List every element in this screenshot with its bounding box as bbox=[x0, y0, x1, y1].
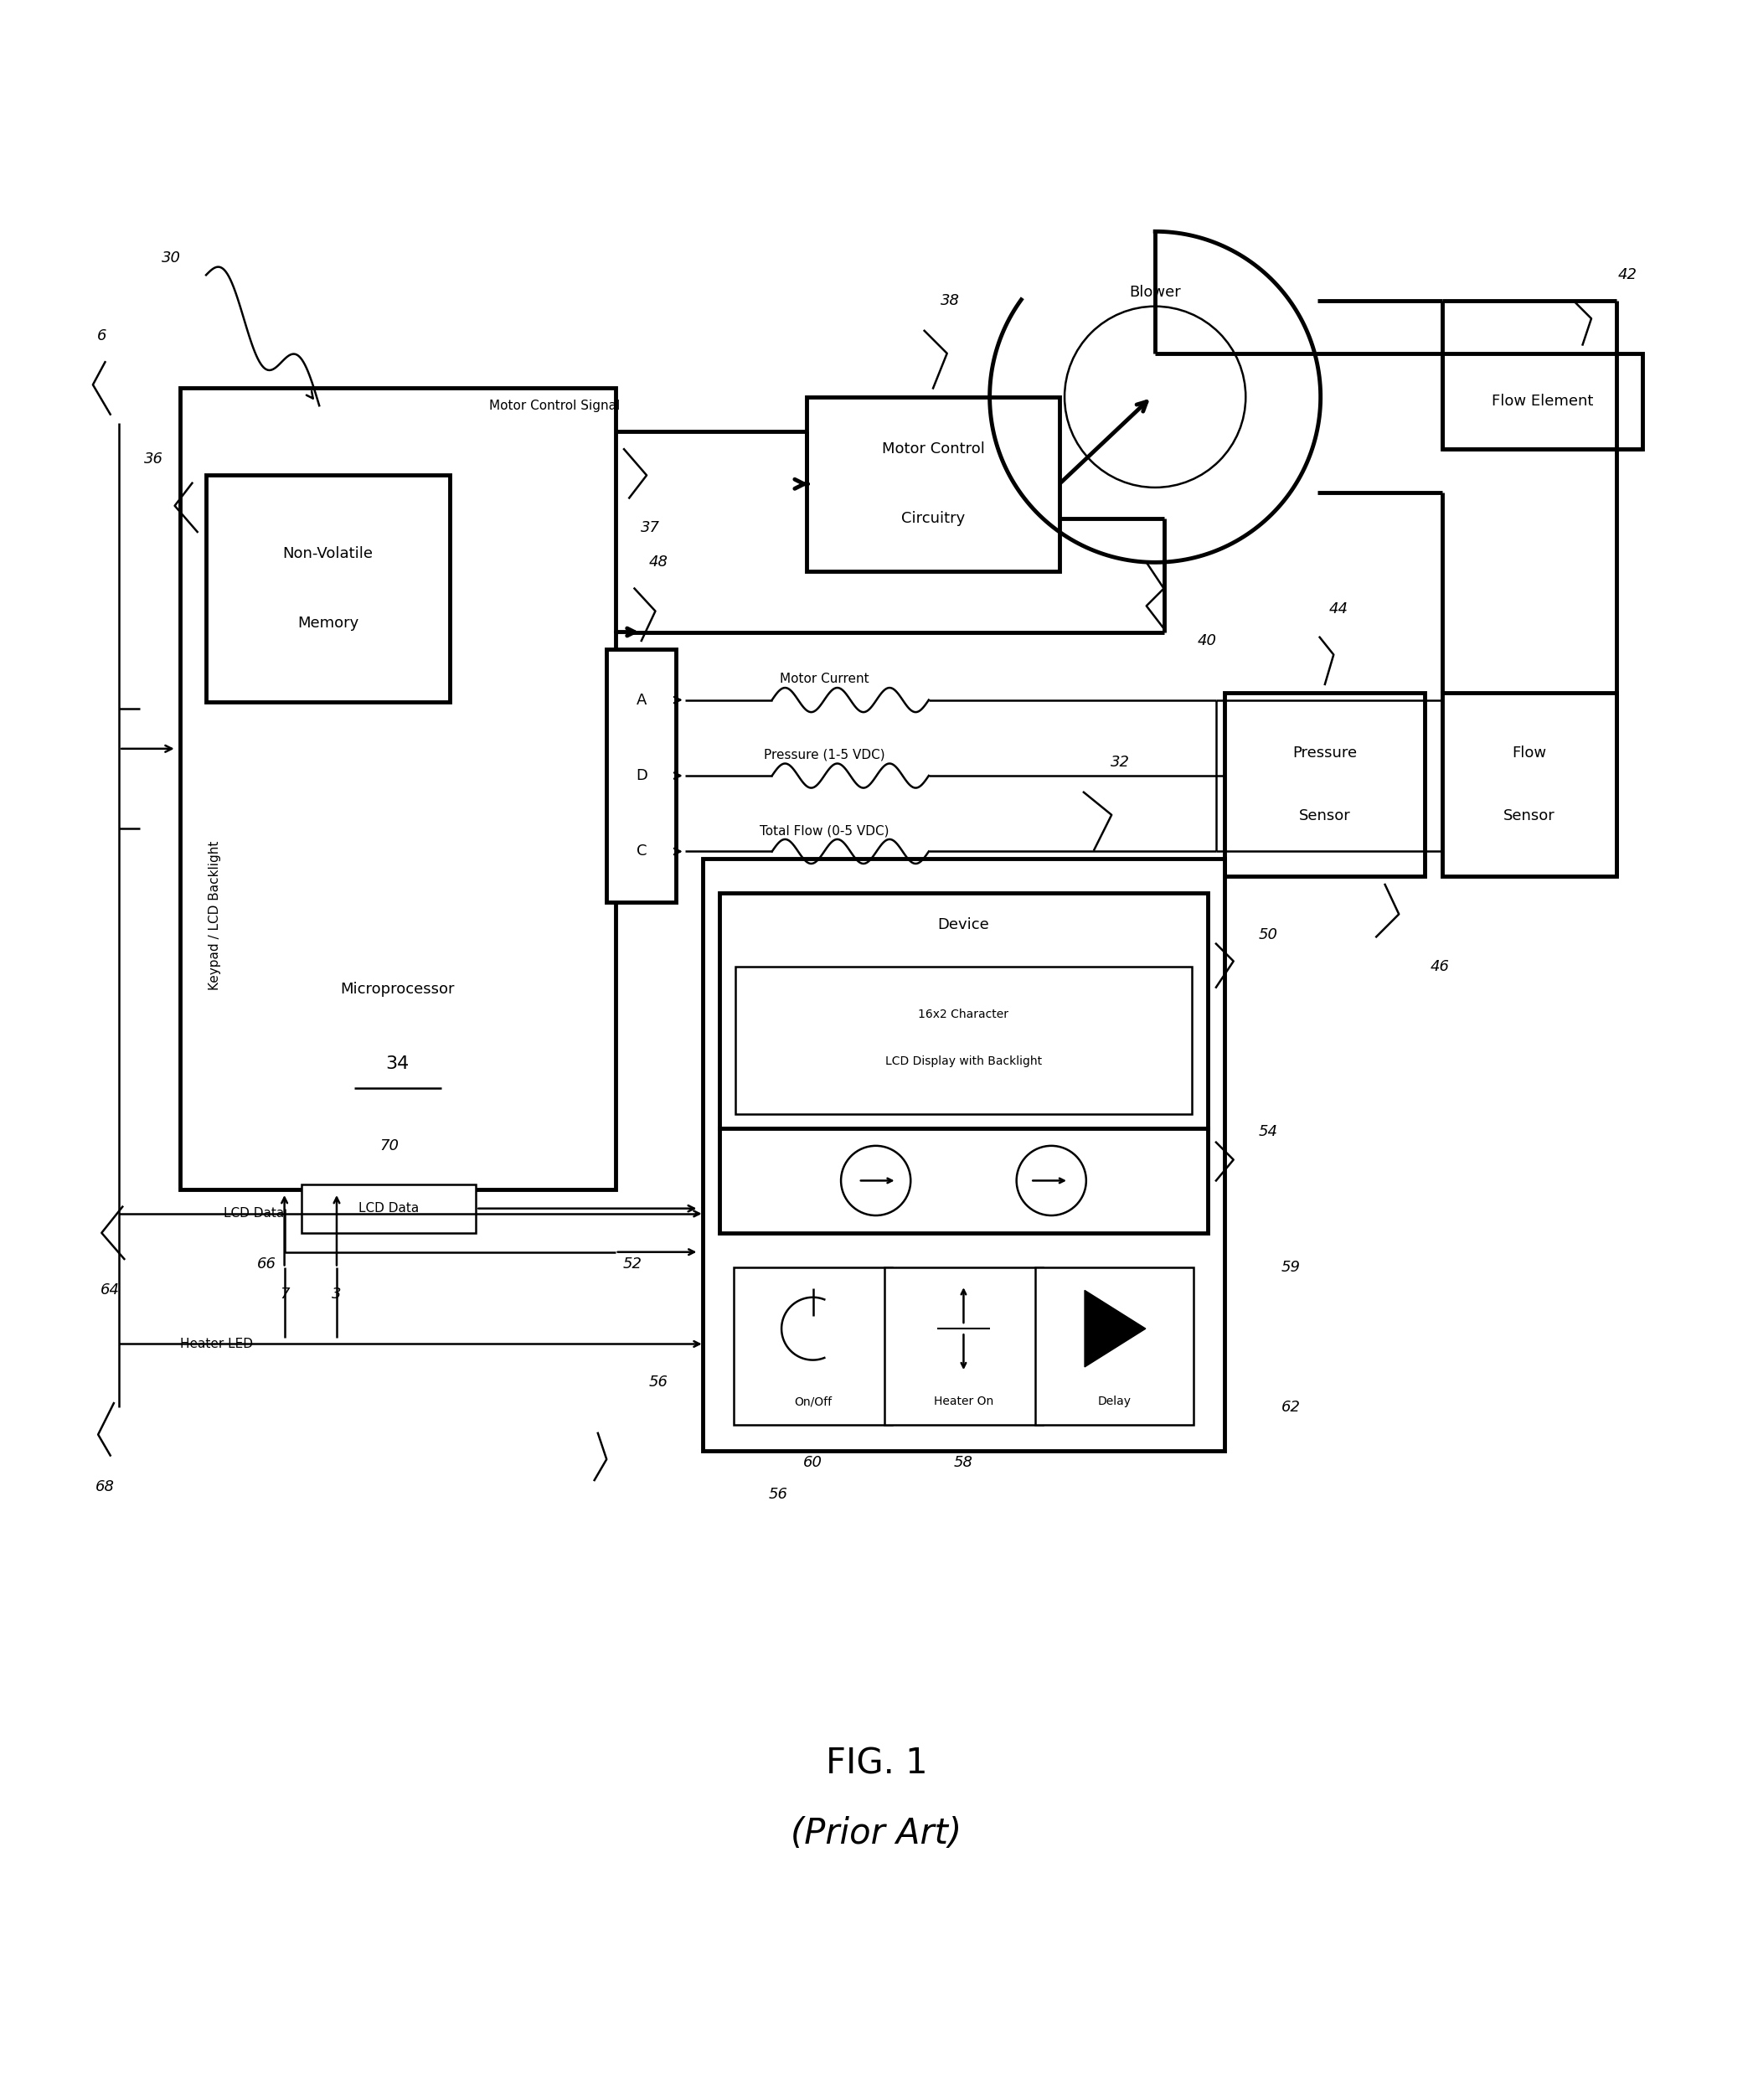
Text: Sensor: Sensor bbox=[1299, 809, 1352, 823]
Text: 59: 59 bbox=[1281, 1260, 1301, 1275]
Text: Flow Element: Flow Element bbox=[1492, 393, 1593, 410]
Text: Keypad / LCD Backlight: Keypad / LCD Backlight bbox=[209, 840, 221, 989]
Text: Heater LED: Heater LED bbox=[181, 1338, 252, 1350]
Text: 68: 68 bbox=[95, 1478, 114, 1495]
Text: Flow: Flow bbox=[1513, 746, 1546, 760]
Bar bbox=[735, 1268, 892, 1424]
Text: 52: 52 bbox=[622, 1256, 642, 1273]
Bar bbox=[181, 389, 615, 1189]
Text: Blower: Blower bbox=[1129, 286, 1182, 300]
Text: Pressure (1-5 VDC): Pressure (1-5 VDC) bbox=[764, 748, 885, 760]
Bar bbox=[207, 475, 451, 701]
Text: 70: 70 bbox=[379, 1138, 398, 1153]
Text: Sensor: Sensor bbox=[1504, 809, 1555, 823]
Text: Circuitry: Circuitry bbox=[901, 510, 964, 527]
Text: Motor Control: Motor Control bbox=[882, 441, 985, 456]
Text: Delay: Delay bbox=[1097, 1397, 1131, 1407]
Text: Motor Control Signal: Motor Control Signal bbox=[489, 399, 621, 412]
Text: 58: 58 bbox=[954, 1455, 973, 1470]
Bar bbox=[302, 1184, 477, 1233]
Polygon shape bbox=[1085, 1289, 1146, 1367]
Text: On/Off: On/Off bbox=[794, 1397, 831, 1407]
Text: 36: 36 bbox=[144, 452, 163, 466]
Text: 6: 6 bbox=[96, 328, 107, 344]
Text: 50: 50 bbox=[1259, 928, 1278, 943]
Text: C: C bbox=[636, 844, 647, 859]
Text: 56: 56 bbox=[649, 1376, 668, 1390]
Text: 16x2 Character: 16x2 Character bbox=[919, 1008, 1008, 1021]
Text: 46: 46 bbox=[1430, 960, 1450, 974]
Text: 66: 66 bbox=[258, 1256, 277, 1273]
Text: Heater On: Heater On bbox=[934, 1397, 994, 1407]
Text: 60: 60 bbox=[803, 1455, 822, 1470]
Bar bbox=[885, 1268, 1043, 1424]
Text: LCD Data: LCD Data bbox=[223, 1208, 284, 1220]
Bar bbox=[806, 397, 1059, 571]
Text: 37: 37 bbox=[640, 521, 659, 536]
Text: 48: 48 bbox=[649, 554, 668, 569]
Bar bbox=[1225, 693, 1425, 876]
Text: Microprocessor: Microprocessor bbox=[340, 981, 454, 997]
Text: Pressure: Pressure bbox=[1292, 746, 1357, 760]
Bar bbox=[720, 1128, 1208, 1233]
Text: (Prior Art): (Prior Art) bbox=[791, 1816, 962, 1852]
Text: 3: 3 bbox=[331, 1287, 342, 1302]
Bar bbox=[1443, 353, 1643, 449]
Text: 44: 44 bbox=[1329, 603, 1348, 617]
Text: 62: 62 bbox=[1281, 1399, 1301, 1415]
Text: Device: Device bbox=[938, 918, 989, 932]
Text: LCD Data: LCD Data bbox=[359, 1201, 419, 1214]
Bar bbox=[720, 892, 1208, 1128]
Text: 56: 56 bbox=[768, 1487, 787, 1502]
Text: LCD Display with Backlight: LCD Display with Backlight bbox=[885, 1056, 1041, 1067]
Text: 38: 38 bbox=[941, 294, 961, 309]
Text: D: D bbox=[636, 769, 647, 783]
Text: Memory: Memory bbox=[298, 615, 359, 630]
Text: Non-Volatile: Non-Volatile bbox=[282, 546, 373, 561]
Text: FIG. 1: FIG. 1 bbox=[826, 1747, 927, 1781]
Text: 7: 7 bbox=[280, 1287, 289, 1302]
Text: 54: 54 bbox=[1259, 1124, 1278, 1140]
Text: 40: 40 bbox=[1197, 634, 1217, 649]
Text: Total Flow (0-5 VDC): Total Flow (0-5 VDC) bbox=[759, 825, 889, 836]
Bar bbox=[703, 859, 1225, 1451]
Bar bbox=[1443, 693, 1616, 876]
Text: 32: 32 bbox=[1111, 756, 1131, 771]
Text: 30: 30 bbox=[161, 250, 181, 265]
Text: 42: 42 bbox=[1618, 267, 1637, 284]
Text: 64: 64 bbox=[100, 1283, 119, 1298]
Bar bbox=[607, 649, 677, 903]
Text: A: A bbox=[636, 693, 647, 708]
Text: Motor Current: Motor Current bbox=[780, 672, 869, 685]
Bar bbox=[1034, 1268, 1194, 1424]
Bar bbox=[736, 966, 1192, 1115]
Text: 34: 34 bbox=[386, 1056, 410, 1073]
